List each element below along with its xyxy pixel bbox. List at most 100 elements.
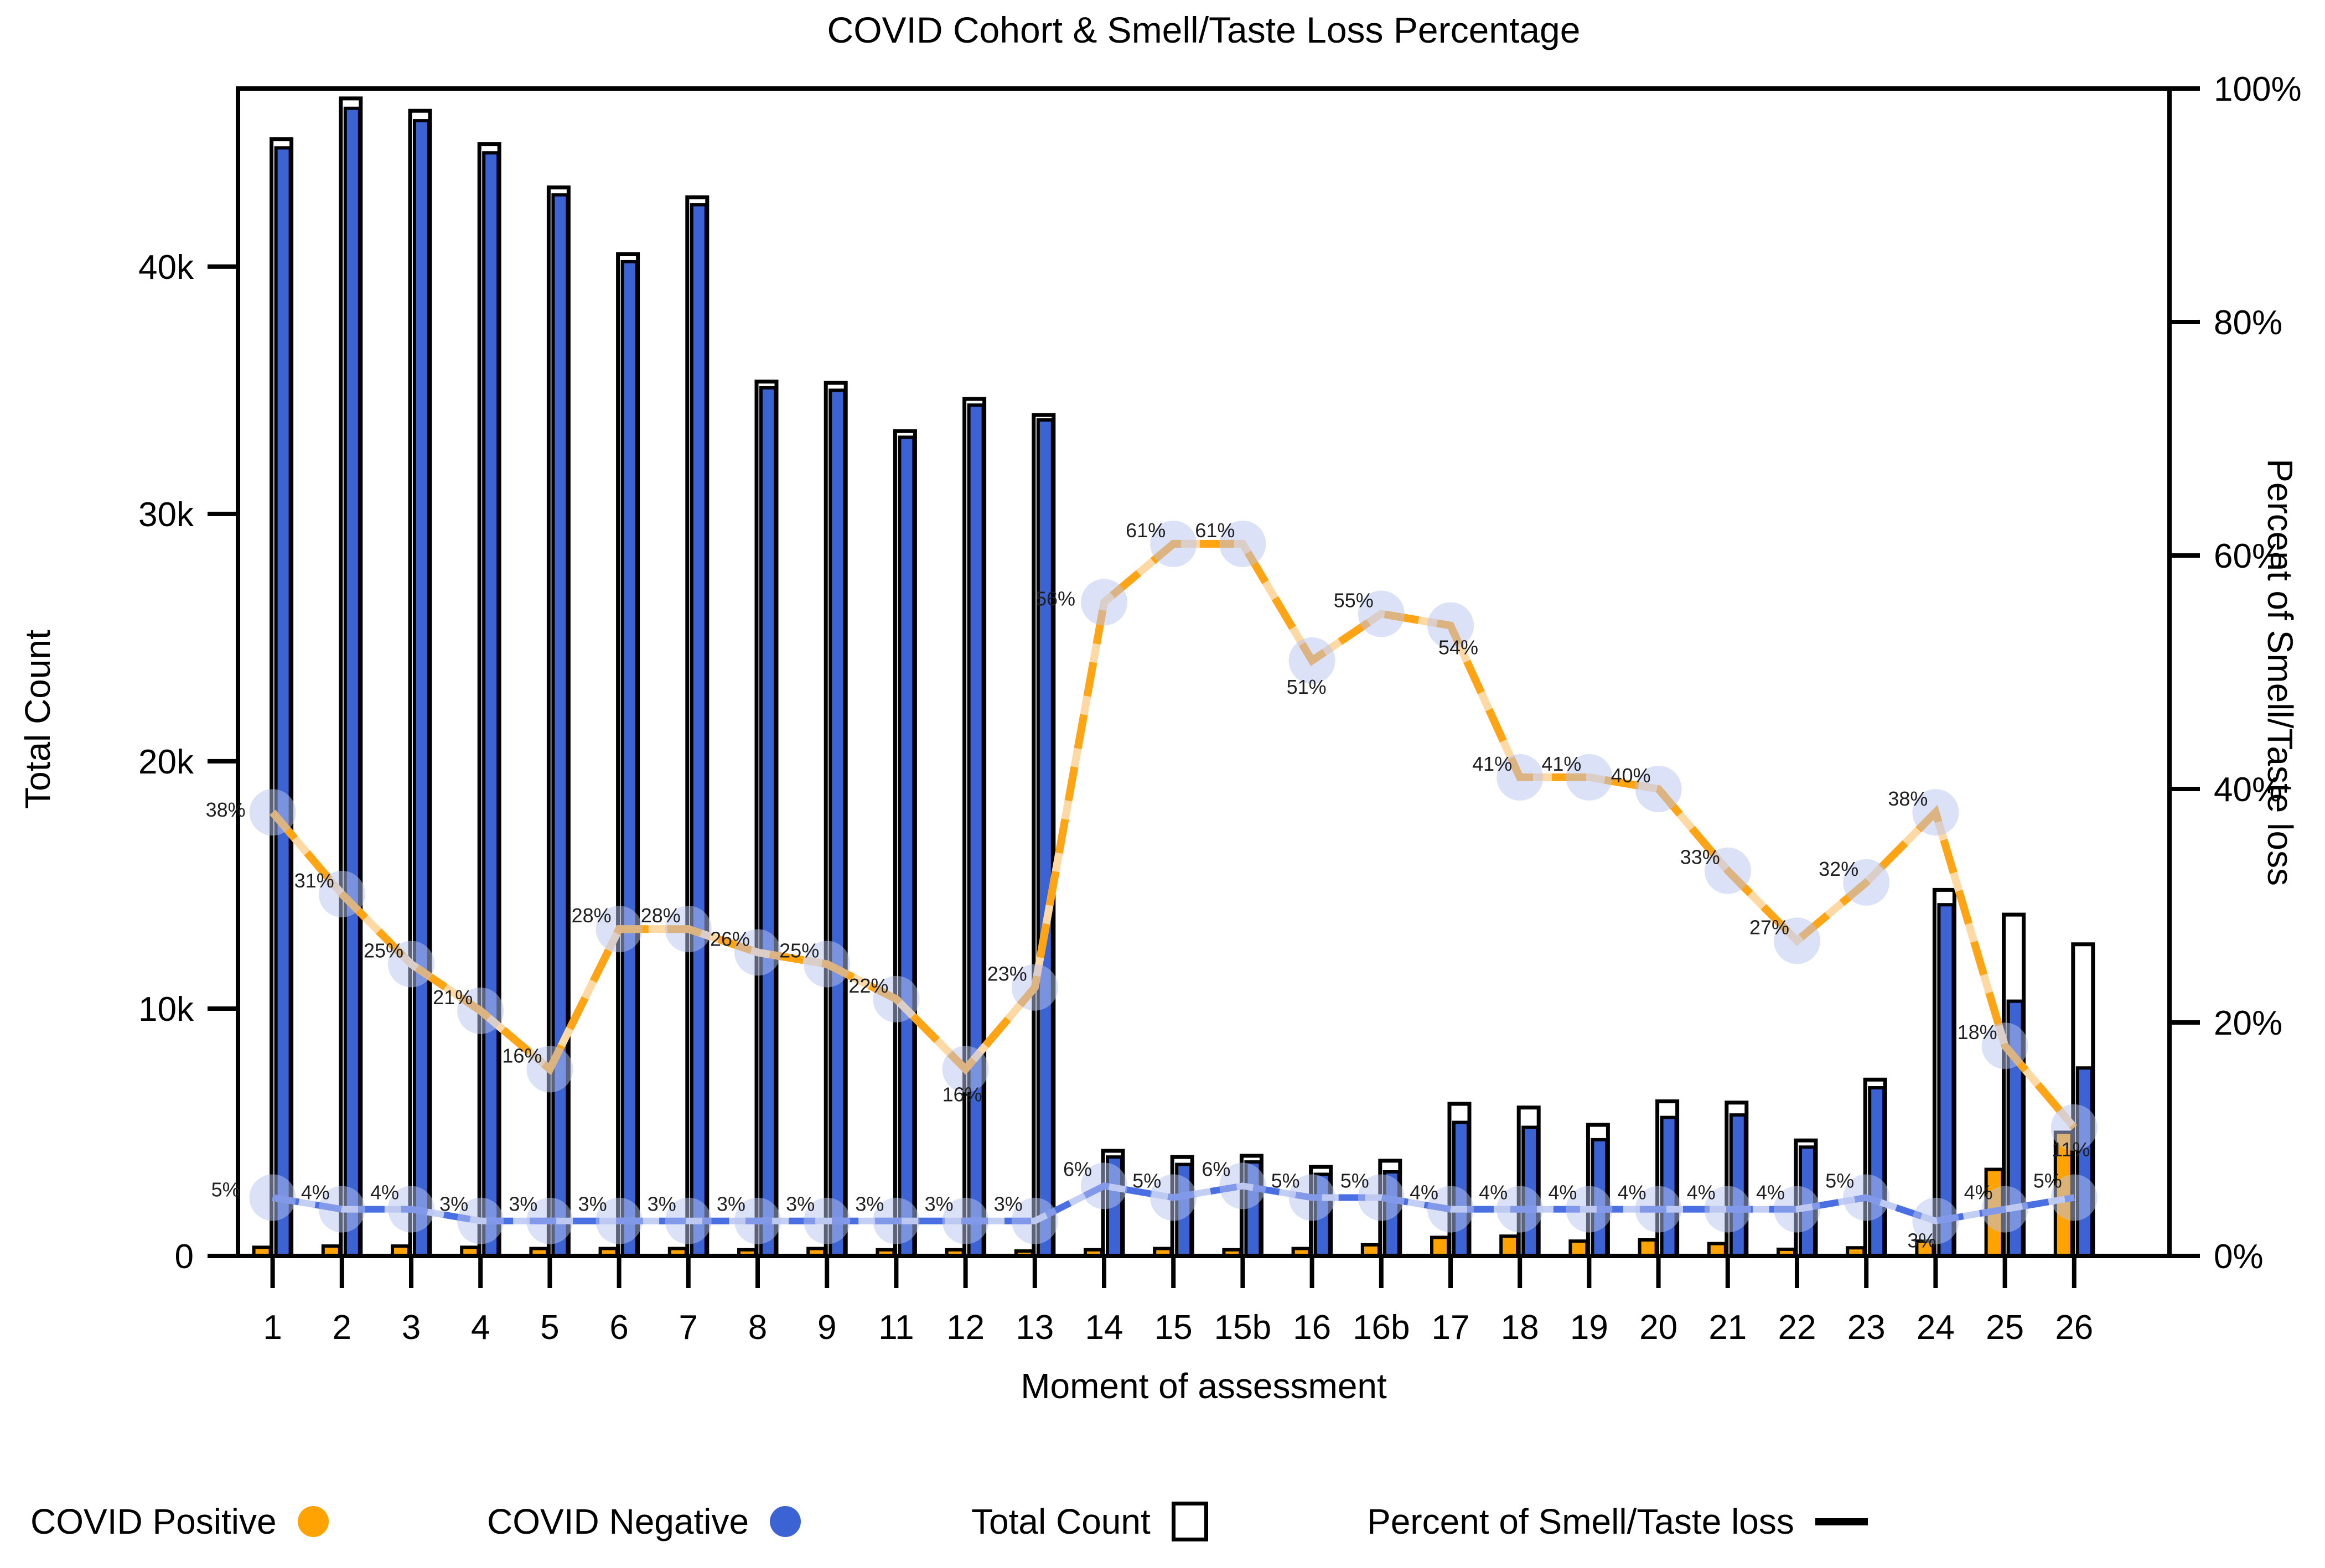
y-right-tick-label: 60% (2214, 537, 2282, 575)
point-label-negative: 5% (2033, 1170, 2062, 1192)
point-marker (942, 1046, 989, 1093)
x-tick-label: 8 (748, 1309, 767, 1347)
bar-covid-negative-3 (413, 119, 431, 1258)
point-marker (1774, 1186, 1820, 1233)
legend-item-covid-negative: COVID Negative (487, 1494, 801, 1549)
point-label-positive: 28% (641, 904, 681, 927)
y-left-tick-label: 10k (138, 990, 194, 1029)
point-label-negative: 4% (1687, 1181, 1716, 1204)
point-marker (734, 929, 781, 976)
point-label-negative: 3% (439, 1193, 468, 1216)
x-tick-label: 16b (1353, 1309, 1410, 1347)
point-marker (1011, 1197, 1058, 1244)
point-marker (457, 1197, 504, 1244)
point-label-negative: 6% (1202, 1157, 1230, 1180)
point-marker (873, 1197, 920, 1244)
x-tick-label: 6 (609, 1309, 628, 1347)
x-tick-label: 22 (1778, 1309, 1816, 1347)
point-label-negative: 3% (717, 1193, 745, 1216)
x-tick-label: 18 (1501, 1309, 1539, 1347)
point-marker (1704, 1186, 1751, 1233)
point-label-negative: 5% (1271, 1170, 1300, 1192)
bar-covid-negative-7 (690, 203, 708, 1258)
point-label-positive: 40% (1611, 764, 1651, 787)
point-marker (1566, 754, 1613, 801)
point-label-positive: 41% (1472, 752, 1512, 775)
x-tick-label: 5 (540, 1309, 559, 1347)
x-tick-label: 21 (1708, 1309, 1747, 1347)
point-marker (1774, 917, 1820, 964)
point-label-positive: 28% (572, 904, 612, 927)
y-right-tick-label: 100% (2214, 70, 2302, 108)
bar-covid-negative-12 (967, 403, 985, 1258)
total-count-marker-icon (1171, 1502, 1208, 1541)
legend-item-covid-positive: COVID Positive (30, 1494, 329, 1549)
y-right-tick-label: 80% (2214, 304, 2282, 342)
x-tick-label: 17 (1432, 1309, 1470, 1347)
point-marker (526, 1197, 573, 1244)
covid-positive-marker-icon (297, 1506, 329, 1537)
point-marker (1912, 789, 1959, 836)
bar-covid-negative-20 (1660, 1115, 1678, 1258)
bar-covid-negative-2 (343, 106, 361, 1258)
point-marker (1011, 964, 1058, 1011)
y-right-tick-label: 40% (2214, 771, 2282, 809)
point-marker (1219, 1162, 1266, 1209)
legend: COVID Positive COVID Negative Total Coun… (0, 1494, 2325, 1549)
point-marker (596, 1197, 643, 1244)
point-label-positive: 38% (206, 798, 246, 821)
bar-covid-negative-4 (482, 151, 500, 1258)
point-marker (804, 1197, 851, 1244)
point-label-positive: 22% (848, 974, 888, 997)
point-label-positive: 56% (1035, 587, 1075, 610)
y-left-tick-label: 0 (175, 1238, 194, 1276)
point-marker (1981, 1186, 2028, 1233)
x-tick-label: 15b (1214, 1309, 1271, 1347)
point-marker (1081, 579, 1127, 626)
point-label-positive: 33% (1680, 846, 1720, 869)
point-marker (1427, 602, 1474, 649)
x-tick-label: 11 (878, 1309, 914, 1347)
x-tick-label: 19 (1570, 1309, 1608, 1347)
y-axis-right-title: Percent of Smell/Taste loss (2260, 459, 2300, 886)
point-marker (734, 1197, 781, 1244)
x-tick-label: 15 (1154, 1309, 1193, 1347)
legend-item-total-count: Total Count (971, 1494, 1208, 1549)
point-marker (1219, 520, 1266, 567)
legend-label: Total Count (971, 1502, 1151, 1541)
point-marker (665, 906, 712, 953)
y-right-tick-label: 20% (2214, 1004, 2282, 1042)
legend-item-smell-taste-loss: Percent of Smell/Taste loss (1367, 1494, 1868, 1549)
point-marker (665, 1197, 712, 1244)
bar-covid-negative-6 (620, 259, 639, 1258)
point-marker (388, 941, 434, 988)
point-marker (1635, 766, 1682, 812)
point-marker (1358, 1174, 1405, 1221)
point-marker (457, 987, 504, 1034)
point-label-positive: 21% (433, 986, 473, 1009)
point-label-negative: 3% (925, 1193, 954, 1216)
point-marker (249, 789, 296, 836)
point-label-negative: 3% (855, 1193, 884, 1216)
point-marker (942, 1197, 989, 1244)
point-marker (1497, 754, 1544, 801)
legend-label: COVID Negative (487, 1502, 749, 1541)
point-marker (318, 1186, 365, 1233)
point-label-positive: 11% (2052, 1138, 2090, 1161)
x-tick-label: 20 (1639, 1309, 1677, 1347)
point-label-positive: 38% (1888, 787, 1928, 810)
x-tick-label: 7 (679, 1309, 698, 1347)
bar-covid-negative-26 (2075, 1066, 2094, 1258)
legend-label: COVID Positive (30, 1502, 277, 1541)
point-label-negative: 3% (994, 1193, 1023, 1216)
point-marker (596, 906, 643, 953)
point-marker (249, 1174, 296, 1221)
x-tick-label: 2 (333, 1309, 351, 1347)
smell-loss-positive-line-under (270, 539, 2078, 1130)
point-marker (804, 941, 851, 988)
point-label-positive: 27% (1749, 916, 1789, 938)
bar-covid-positive-20 (1638, 1238, 1658, 1258)
point-label-negative: 4% (1410, 1181, 1438, 1204)
point-marker (1843, 1174, 1890, 1221)
